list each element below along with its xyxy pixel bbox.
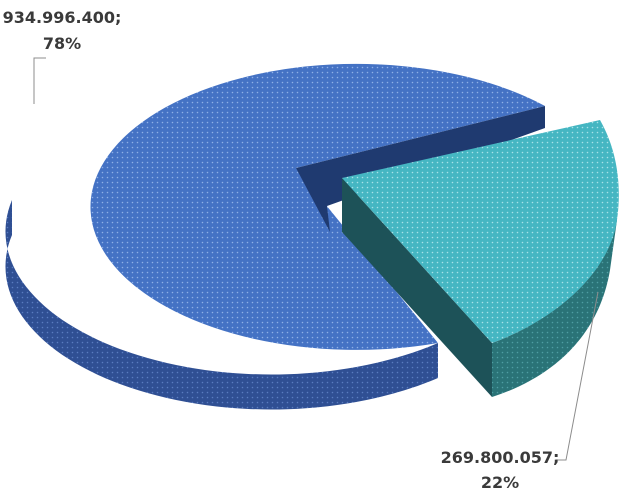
- data-label-0-percent: 78%: [43, 34, 81, 53]
- slice-0-side: [5, 200, 439, 410]
- data-label-1-value: 269.800.057;: [441, 448, 560, 467]
- slice-1-side: [492, 190, 617, 397]
- leader-line-1: [556, 291, 599, 461]
- slice-1-wall: [342, 178, 492, 397]
- data-label-0-value: 934.996.400;: [3, 8, 122, 27]
- data-label-1-percent: 22%: [481, 473, 519, 492]
- slice-1-top: [342, 120, 619, 343]
- leader-line-0: [33, 57, 46, 104]
